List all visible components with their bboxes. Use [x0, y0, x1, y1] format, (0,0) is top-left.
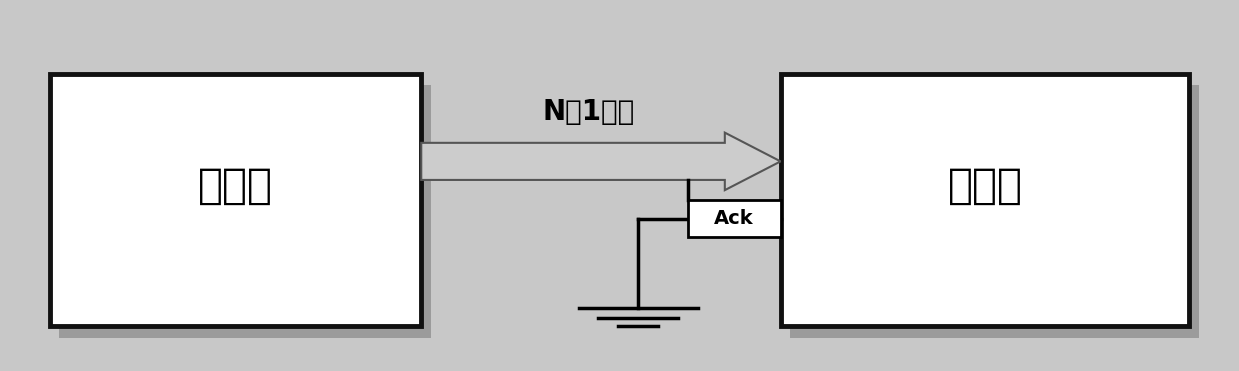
FancyBboxPatch shape	[59, 85, 431, 338]
Text: 发送方: 发送方	[198, 164, 273, 207]
Text: N项1数据: N项1数据	[543, 98, 634, 126]
Text: 接收方: 接收方	[948, 164, 1022, 207]
FancyBboxPatch shape	[50, 74, 421, 326]
FancyBboxPatch shape	[790, 85, 1199, 338]
FancyBboxPatch shape	[781, 74, 1189, 326]
Bar	[688, 200, 781, 237]
Text: Ack: Ack	[715, 209, 753, 229]
FancyArrow shape	[421, 133, 781, 190]
